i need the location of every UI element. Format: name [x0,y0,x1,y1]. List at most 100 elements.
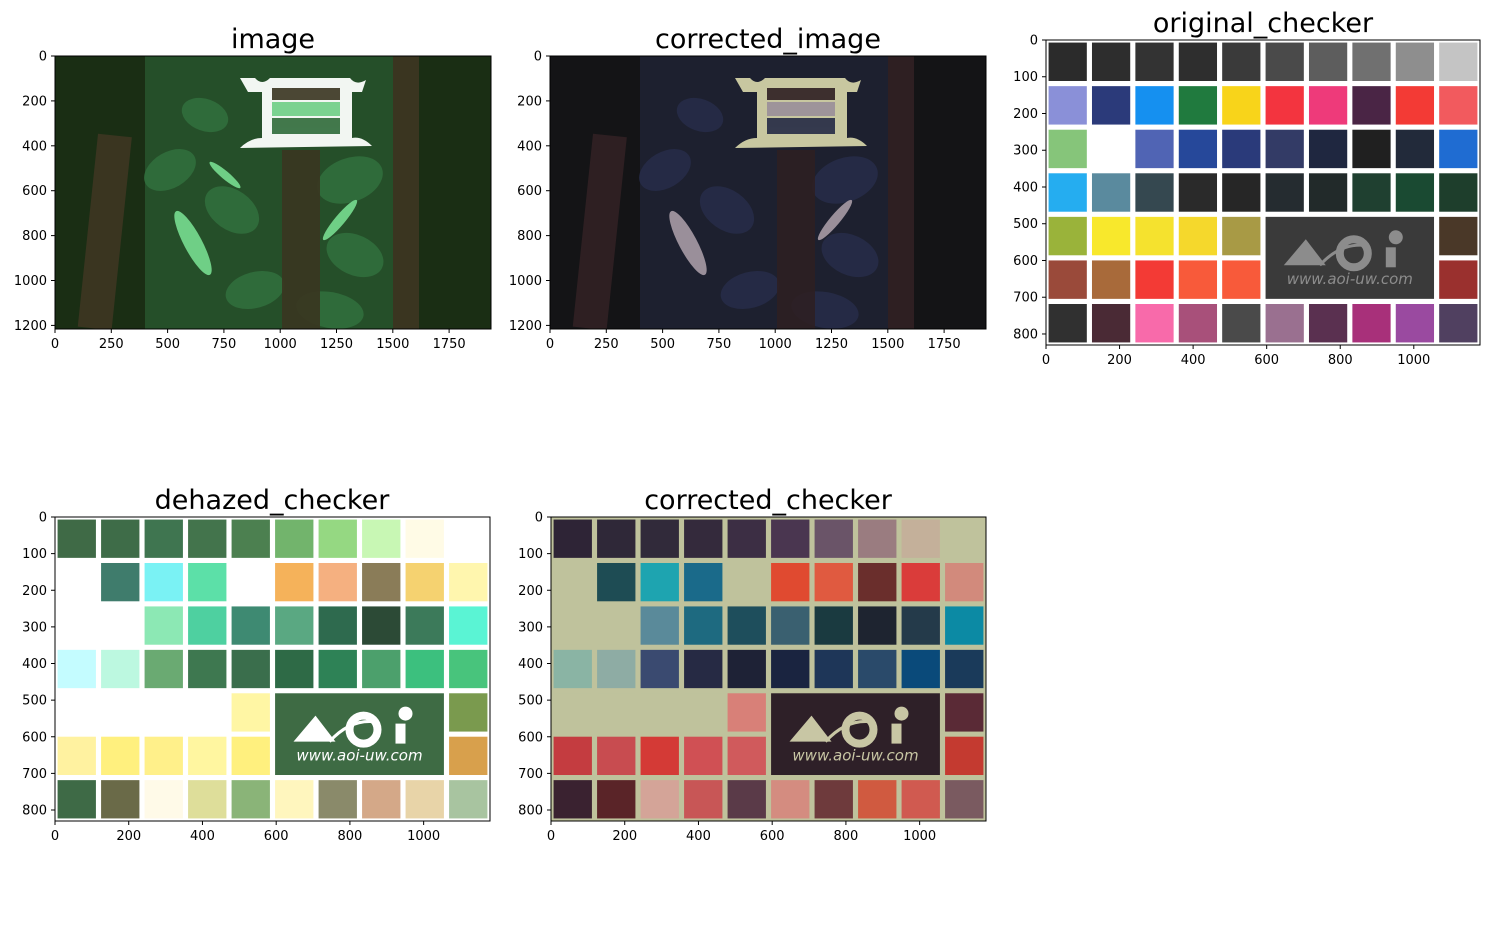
subplot-title: corrected_checker [644,485,892,516]
subplot-dehazed-checker: dehazed_checker www.aoi-uw.com 0 200 400 60… [22,485,491,844]
logo-o-mark [841,711,878,748]
color-patch [727,736,766,776]
y-tick-label: 300 [518,620,543,635]
color-patch [945,736,984,776]
pole-right [888,56,914,329]
logo-i-mark [395,723,406,744]
color-patch [1222,260,1261,299]
color-patch [1135,173,1174,212]
color-patch [144,693,183,732]
color-patch [318,649,357,689]
logo-dot-mark [1388,230,1403,245]
color-patch [1222,216,1261,256]
axes-frame [549,55,987,330]
logo-url-text: www.aoi-uw.com [1287,270,1413,288]
color-patch [449,606,488,645]
y-tick-label: 800 [517,229,542,244]
x-tick-label: 600 [264,829,289,844]
logo-dot-mark [398,706,413,721]
color-patch [1091,173,1131,212]
color-patch [362,519,401,558]
color-patch [231,780,270,819]
y-tick-label: 300 [1013,144,1038,159]
x-tick-label: 600 [760,829,785,844]
color-patch [144,562,183,602]
color-patch [449,693,488,732]
color-patch [771,780,810,819]
color-patch [1091,42,1131,81]
color-patch [188,519,227,558]
color-patch [1395,173,1435,212]
y-tick-label: 0 [39,511,47,526]
y-tick-label: 500 [22,694,47,709]
color-patch [858,780,897,819]
color-patch [405,519,444,558]
color-patch [57,519,96,558]
leaf [812,156,878,204]
axes-frame [1045,39,1481,346]
leaf [639,149,691,191]
subplot-corrected-image: corrected_image 0 250 500 750 1000 1250 1 [509,24,987,352]
color-patch [449,649,488,689]
x-tick-label: 200 [612,829,637,844]
leaf [699,186,755,234]
color-patch [1352,129,1391,169]
color-patch [144,519,183,558]
color-patch [1265,304,1304,343]
color-patch [901,606,940,645]
color-patch [405,606,444,645]
x-tick-label: 1250 [815,337,848,352]
color-patch [597,736,636,776]
color-patch [188,780,227,819]
color-patch [597,649,636,689]
color-patch [275,606,314,645]
logo-url-text: www.aoi-uw.com [792,746,918,764]
color-patch [858,519,897,558]
color-patch [945,562,984,602]
y-tick-label: 200 [22,584,47,599]
color-patch [231,649,270,689]
color-patch [553,519,592,558]
y-tick-label: 1200 [509,319,542,334]
y-tick-label: 400 [1013,180,1038,195]
x-tick-label: 250 [99,337,124,352]
color-patch [1048,173,1087,212]
color-patch [57,693,96,732]
y-tick-label: 200 [517,94,542,109]
color-patch [1395,304,1435,343]
color-patch [727,693,766,732]
x-axis-ticks: 0 200 400 600 800 1000 [1042,345,1430,368]
leaf [669,210,707,276]
subplot-corrected-checker: corrected_checker www.aoi-uw.com 0 200 400… [518,485,987,844]
logo-a-mark [1283,239,1326,266]
color-patch [57,649,96,689]
color-patch [362,780,401,819]
x-tick-label: 1500 [871,337,904,352]
x-tick-label: 1000 [759,337,792,352]
logo-swoosh [824,719,870,743]
x-tick-label: 750 [706,337,731,352]
leaf [676,97,724,133]
logo-i-mark [1385,247,1396,268]
x-tick-label: 800 [834,829,859,844]
pole-left [77,133,132,329]
color-patch [101,780,140,819]
color-patch [275,562,314,602]
leaf [144,149,196,191]
color-patch [1048,216,1087,256]
color-patch [901,649,940,689]
color-patch [1265,173,1304,212]
color-patch [1091,86,1131,125]
y-tick-label: 500 [518,694,543,709]
color-patch [101,736,140,776]
pole-left [572,133,627,329]
color-patch [901,519,940,558]
color-patch [318,562,357,602]
y-tick-label: 700 [1013,291,1038,306]
color-patch [144,780,183,819]
axes-frame [54,55,492,330]
color-patch [814,780,853,819]
color-patch [1439,216,1478,256]
x-tick-label: 1000 [1397,353,1430,368]
color-patch [1091,304,1131,343]
